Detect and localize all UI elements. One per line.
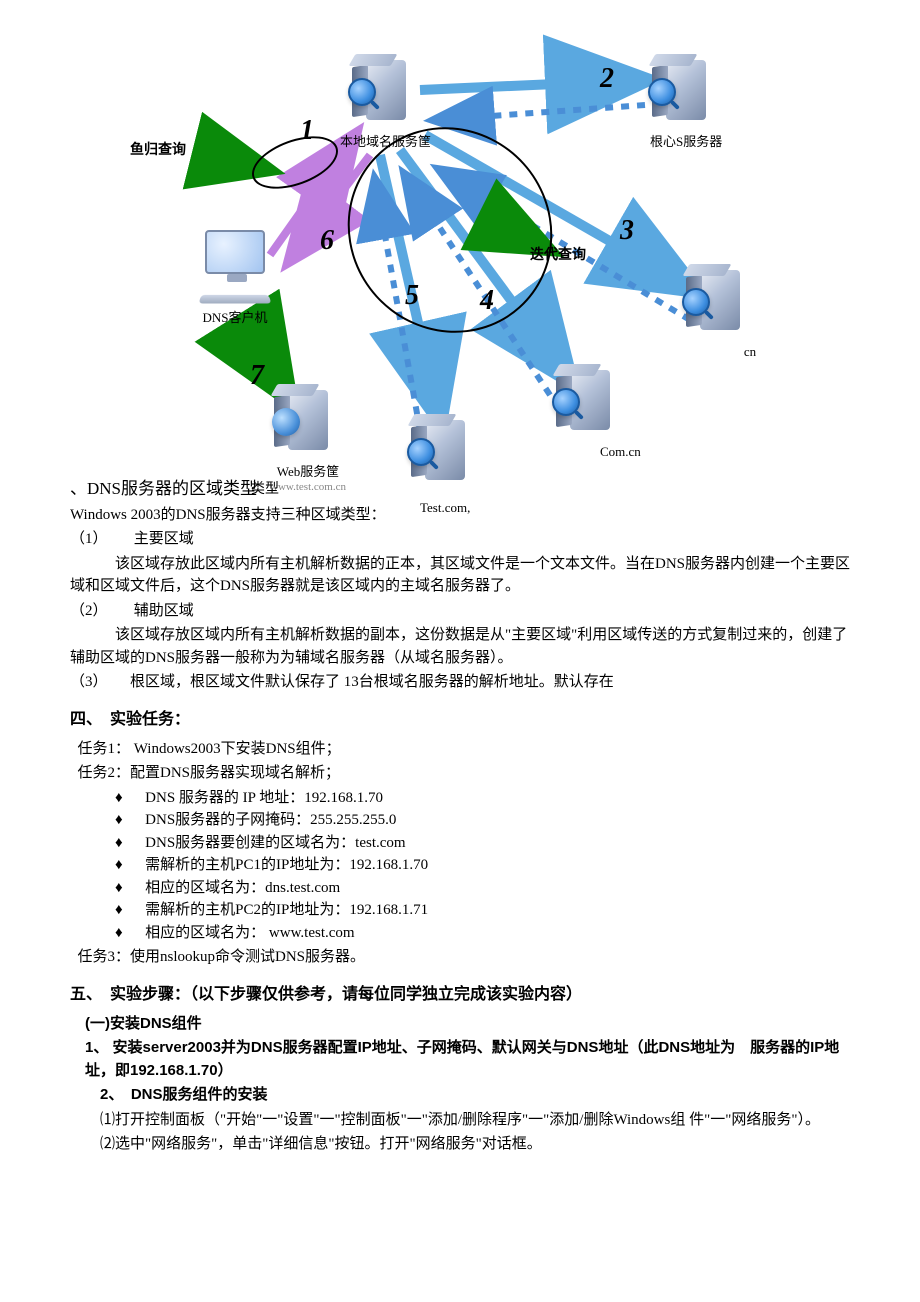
sec5-sub: (一)安装DNS组件 <box>70 1013 850 1036</box>
seq-num-4: 4 <box>480 280 494 322</box>
task3: 任务3：使用nslookup命令测试DNS服务器。 <box>70 946 850 969</box>
node-root-dns: 根心S服务器 <box>650 60 722 151</box>
node-local-dns: 本地域名服务筐 <box>340 60 431 151</box>
zone2-line: （2） 辅助区域 <box>70 600 850 623</box>
label-com-cn: Com.cn <box>600 442 641 462</box>
label-root-dns: 根心S服务器 <box>650 132 722 152</box>
bullet-item: DNS 服务器的 IP 地址：192.168.1.70 <box>115 787 850 810</box>
step2-1: ⑴打开控制面板（"开始"一"设置"一"控制面板"一"添加/删除程序"一"添加/删… <box>70 1109 850 1132</box>
callout-recursive: 鱼归查询 <box>130 140 186 161</box>
callout-iterative: 迭代查询 <box>530 245 586 266</box>
seq-num-5: 5 <box>405 275 419 317</box>
node-web-server: Web服务筐 www.test.com.cn <box>270 390 346 496</box>
node-test-com: Test.com, <box>420 420 470 511</box>
seq-num-7: 7 <box>250 355 264 397</box>
bullet-item: DNS服务器的子网掩码：255.255.255.0 <box>115 809 850 832</box>
zone2-text: 该区域存放区域内所有主机解析数据的副本，这份数据是从"主要区域"利用区域传送的方… <box>70 624 850 669</box>
seq-num-6: 6 <box>320 220 334 262</box>
label-dns-client: DNS客户机 <box>200 308 270 328</box>
node-dns-client: DNS客户机 <box>200 230 270 327</box>
bullet-item: DNS服务器要创建的区域名为：test.com <box>115 832 850 855</box>
step2-2: ⑵选中"网络服务"，单击"详细信息"按钮。打开"网络服务"对话框。 <box>70 1133 850 1156</box>
zone3-line: （3） 根区域，根区域文件默认保存了 13台根域名服务器的解析地址。默认存在 <box>70 671 850 694</box>
zone1-text: 该区域存放此区域内所有主机解析数据的正本，其区域文件是一个文本文件。当在DNS服… <box>70 553 850 598</box>
task2: 任务2：配置DNS服务器实现域名解析； <box>70 762 850 785</box>
label-web-url: www.test.com.cn <box>270 479 346 496</box>
dns-resolution-diagram: 本地域名服务筐 根心S服务器 DNS客户机 cn Com.cn Test.com… <box>40 0 880 480</box>
seq-num-3: 3 <box>620 210 634 252</box>
label-test-com: Test.com, <box>420 498 470 518</box>
step2-title: 2、 DNS服务组件的安装 <box>70 1084 850 1107</box>
node-com-cn: Com.cn <box>570 370 611 461</box>
label-cn: cn <box>730 342 770 362</box>
section-5-title: 五、 实验步骤：（以下步骤仅供参考，请每位同学独立完成该实验内容） <box>70 983 850 1007</box>
bullet-item: 需解析的主机PC2的IP地址为：192.168.1.71 <box>115 899 850 922</box>
bullet-item: 需解析的主机PC1的IP地址为：192.168.1.70 <box>115 854 850 877</box>
node-cn: cn <box>700 270 740 361</box>
config-bullet-list: DNS 服务器的 IP 地址：192.168.1.70 DNS服务器的子网掩码：… <box>70 787 850 945</box>
section-4-title: 四、 实验任务： <box>70 708 850 732</box>
seq-num-1: 1 <box>300 110 314 152</box>
bullet-item: 相应的区域名为：dns.test.com <box>115 877 850 900</box>
seq-num-2: 2 <box>600 58 614 100</box>
document-body: 、DNS服务器的区域类型类型 Windows 2003的DNS服务器支持三种区域… <box>40 476 880 1156</box>
zone1-line: （1） 主要区域 <box>70 528 850 551</box>
step1: 1、 安装server2003并为DNS服务器配置IP地址、子网掩码、默认网关与… <box>70 1037 850 1082</box>
task1: 任务1： Windows2003下安装DNS组件； <box>70 738 850 761</box>
label-local-dns: 本地域名服务筐 <box>340 132 431 152</box>
bullet-item: 相应的区域名为： www.test.com <box>115 922 850 945</box>
